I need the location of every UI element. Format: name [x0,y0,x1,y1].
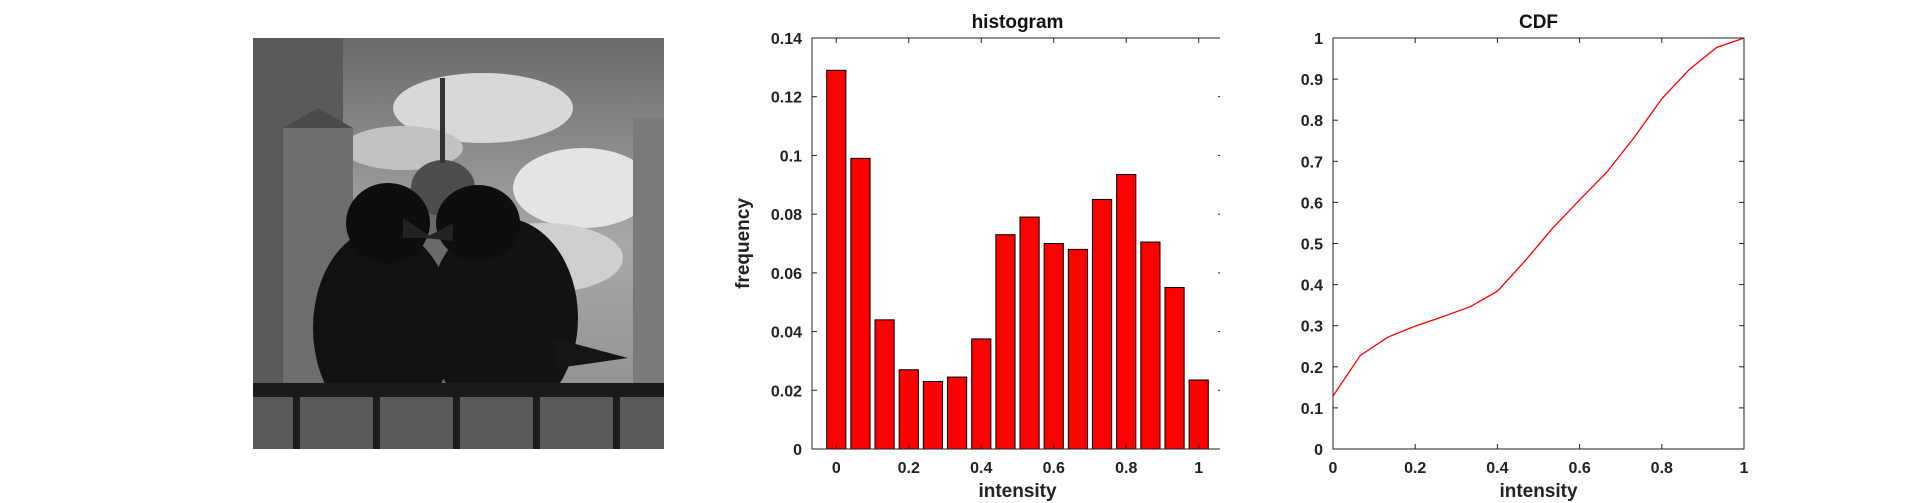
histogram-y-tick-label: 0.04 [771,325,802,342]
histogram-y-tick-label: 0.06 [771,266,802,283]
histogram-y-axis-label: frequency [733,198,754,289]
cdf-x-tick-label: 1 [1740,460,1749,477]
histogram-bar [1188,379,1209,450]
histogram-bar [922,380,944,450]
cdf-y-tick-label: 0.9 [1301,72,1323,89]
histogram-y-tick-label: 0.1 [780,148,802,165]
cdf-series-line [1332,37,1745,397]
histogram-bar [850,157,871,450]
histogram-x-tick-label: 0.6 [1043,460,1065,477]
histogram-bar [1164,287,1185,450]
cdf-title: CDF [1519,12,1558,33]
cdf-x-tick-label: 0.6 [1568,460,1590,477]
cdf-x-tick-label: 0 [1329,460,1338,477]
cdf-y-tick-label: 0.7 [1301,154,1323,171]
histogram-bar [1067,248,1089,450]
cdf-y-tick-label: 0 [1314,442,1323,459]
histogram-x-tick-label: 0.2 [898,460,920,477]
cdf-y-tick-label: 0.3 [1301,319,1323,336]
histogram-y-tick-label: 0.14 [771,31,802,48]
cdf-y-tick-label: 0.5 [1301,237,1323,254]
histogram-bar [874,319,895,450]
histogram-x-tick-label: 0 [832,460,841,477]
histogram-x-tick-label: 0.4 [970,460,992,477]
histogram-bar [1019,216,1040,450]
histogram-plot-frame [811,37,1220,450]
histogram-chart: histogram intensity frequency 0 0.2 0.4 0.6… [733,12,1220,502]
histogram-bar [898,369,919,450]
histogram-bar [971,338,992,450]
histogram-bar [995,234,1016,450]
histogram-y-tick-label: 0.02 [771,383,802,400]
cdf-plot-frame [1332,37,1745,450]
histogram-x-axis-label: intensity [978,481,1057,502]
histogram-bar [826,69,847,450]
histogram-y-tick-label: 0.12 [771,90,802,107]
cdf-y-tick-label: 0.4 [1301,278,1323,295]
cdf-x-tick-label: 0.4 [1486,460,1508,477]
histogram-title: histogram [972,12,1064,33]
histogram-bar [1043,243,1064,450]
cdf-x-tick-label: 0.2 [1404,460,1426,477]
cdf-x-axis-label: intensity [1499,481,1578,502]
histogram-bar [1140,241,1161,450]
cdf-y-tick-label: 0.6 [1301,195,1323,212]
cdf-y-tick-label: 0.2 [1301,360,1323,377]
histogram-bar [946,376,968,450]
raven-photo [253,38,664,449]
histogram-y-tick-label: 0 [793,442,802,459]
histogram-y-tick-label: 0.08 [771,207,802,224]
cdf-y-tick-label: 1 [1314,31,1323,48]
histogram-bar [1091,198,1113,450]
cdf-y-tick-label: 0.8 [1301,113,1323,130]
histogram-x-tick-label: 0.8 [1115,460,1137,477]
cdf-y-tick-label: 0.1 [1301,401,1323,418]
cdf-x-tick-label: 0.8 [1651,460,1673,477]
cdf-chart: CDF intensity 0 0.2 0.4 0.6 0.8 1 0 0.1 0.2 0.3 0.… [1301,12,1749,502]
histogram-x-tick-label: 1 [1194,460,1203,477]
histogram-bar [1116,174,1137,450]
